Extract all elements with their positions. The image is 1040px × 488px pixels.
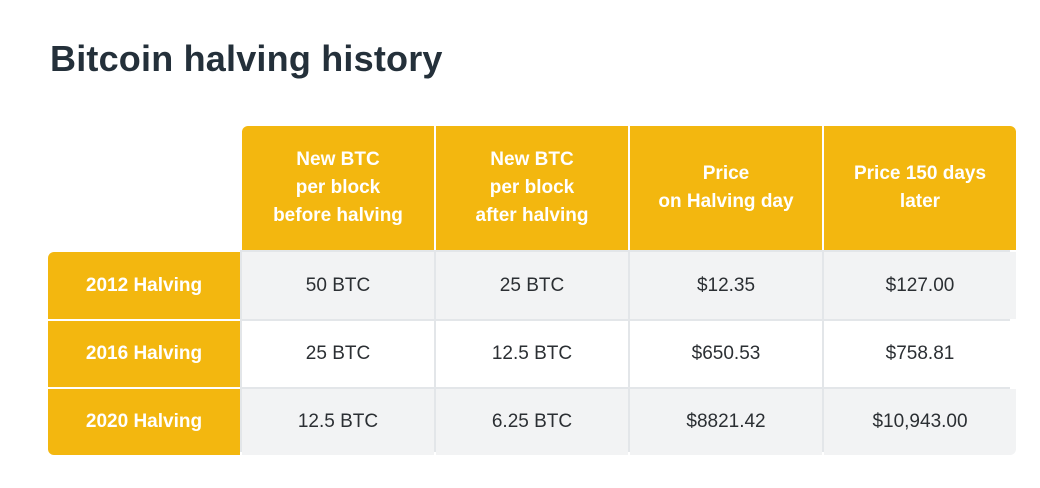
row-header-2012: 2012 Halving — [48, 252, 240, 319]
column-header-price-halving-day: Price on Halving day — [630, 126, 822, 250]
table-cell: 6.25 BTC — [436, 389, 628, 455]
table-cell: $650.53 — [630, 321, 822, 387]
table-cell: $758.81 — [824, 321, 1016, 387]
column-header-price-150-days: Price 150 days later — [824, 126, 1016, 250]
table-cell: $10,943.00 — [824, 389, 1016, 455]
page-title: Bitcoin halving history — [50, 38, 443, 79]
column-header-after-halving: New BTC per block after halving — [436, 126, 628, 250]
table-cell: $12.35 — [630, 252, 822, 319]
row-header-2016: 2016 Halving — [48, 321, 240, 387]
table-cell: 25 BTC — [436, 252, 628, 319]
table-corner — [48, 126, 240, 250]
table-cell: 25 BTC — [242, 321, 434, 387]
halving-table: New BTC per block before halving New BTC… — [48, 126, 1016, 455]
table-cell: 12.5 BTC — [436, 321, 628, 387]
table-cell: $127.00 — [824, 252, 1016, 319]
table-cell: $8821.42 — [630, 389, 822, 455]
column-header-before-halving: New BTC per block before halving — [242, 126, 434, 250]
row-header-2020: 2020 Halving — [48, 389, 240, 455]
table-cell: 50 BTC — [242, 252, 434, 319]
table-cell: 12.5 BTC — [242, 389, 434, 455]
